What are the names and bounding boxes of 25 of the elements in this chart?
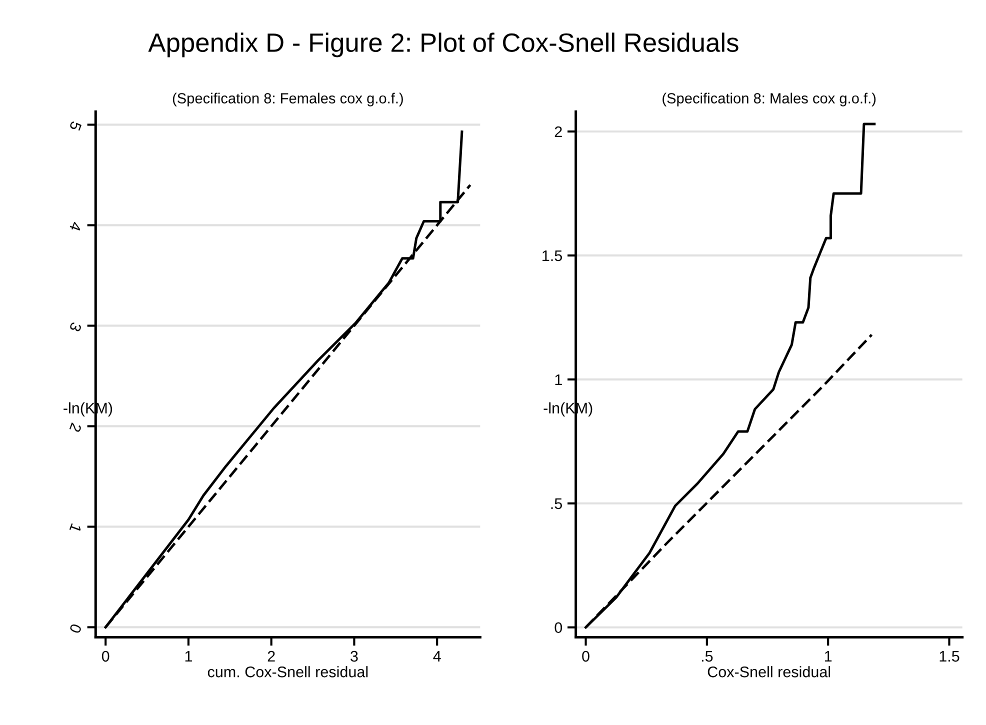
x-tick-label: 3 — [350, 650, 358, 662]
x-tick-label: 1.5 — [940, 651, 960, 662]
x-tick-label: 4 — [433, 651, 441, 662]
chart-title: Appendix D - Figure 2: Plot of Cox-Snell Residuals — [148, 32, 738, 58]
y-tick-label: 5 — [69, 120, 82, 132]
x-tick-label: 1 — [825, 651, 832, 662]
chart-subtitle: (Specification 8: Males cox g.o.f.) — [662, 92, 876, 106]
y-tick-label: 1 — [69, 523, 82, 534]
y-tick-label: 2 — [69, 422, 82, 433]
x-axis-title: Cox-Snell residual — [708, 666, 830, 678]
y-tick-label: 4 — [69, 221, 82, 232]
x-tick-label: 1 — [185, 651, 192, 662]
x-tick-label: 0 — [582, 650, 590, 662]
y-tick-label: .5 — [551, 498, 562, 510]
y-tick-label: 2 — [554, 126, 562, 138]
y-tick-label: 0 — [554, 622, 562, 634]
x-tick-label: 0 — [102, 650, 110, 662]
y-tick-label: 1 — [555, 374, 562, 385]
x-axis-title: cum. Cox-Snell residual — [208, 666, 368, 678]
chart-subtitle: (Specification 8: Females cox g.o.f.) — [172, 92, 403, 106]
y-tick-label: 3 — [69, 322, 82, 332]
x-tick-label: .5 — [702, 651, 713, 662]
y-tick-label: 0 — [69, 623, 82, 634]
y-tick-label: 1.5 — [542, 250, 562, 262]
x-tick-label: 2 — [268, 650, 275, 662]
